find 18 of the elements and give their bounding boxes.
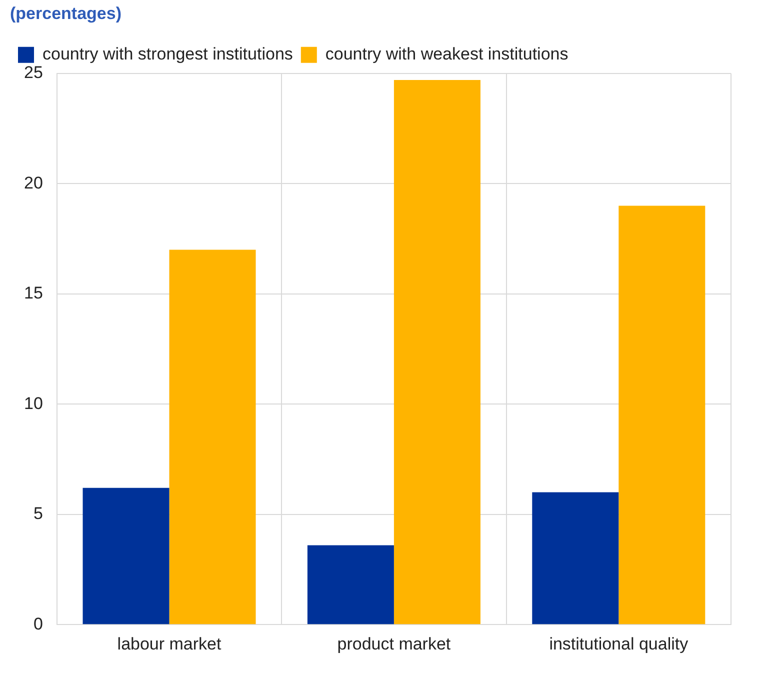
y-tick-label: 5 <box>33 504 43 524</box>
bar <box>618 206 706 624</box>
bar <box>394 80 480 624</box>
y-tick-label: 15 <box>24 284 43 303</box>
bar <box>169 250 256 624</box>
y-tick-label: 0 <box>33 614 43 634</box>
legend-label: country with weakest institutions <box>325 44 568 64</box>
y-tick-label: 25 <box>24 63 43 82</box>
x-tick-label: labour market <box>117 634 222 654</box>
bar <box>82 488 170 624</box>
bar <box>532 492 619 624</box>
chart-title: (percentages) <box>10 4 122 23</box>
y-tick-label: 10 <box>24 394 43 413</box>
x-tick-label: product market <box>337 634 451 654</box>
bar <box>307 545 394 624</box>
y-tick-label: 20 <box>24 173 43 192</box>
x-tick-label: institutional quality <box>549 634 689 654</box>
legend-label: country with strongest institutions <box>42 44 293 64</box>
